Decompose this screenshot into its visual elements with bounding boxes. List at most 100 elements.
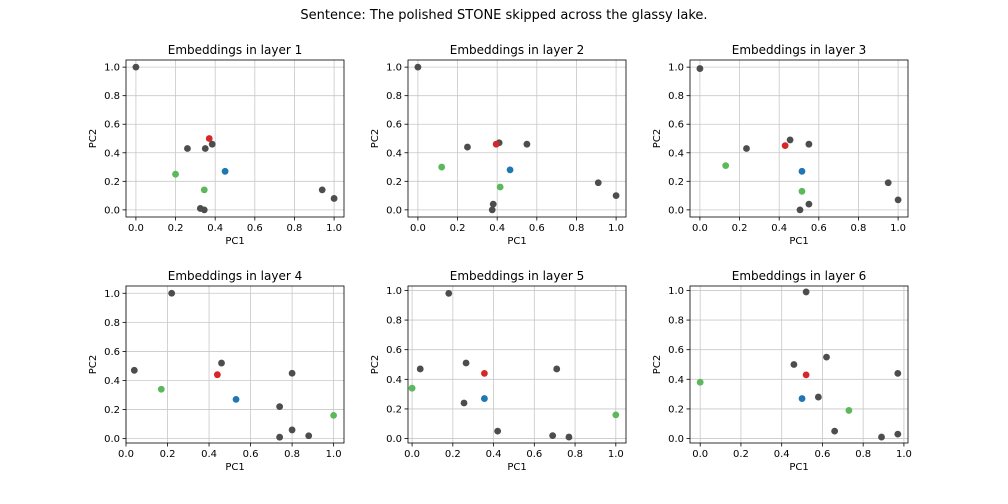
axes-frame bbox=[689, 59, 909, 218]
scatter-point-green bbox=[200, 186, 208, 194]
y-axis-label: PC2 bbox=[652, 129, 663, 148]
x-tick-label: 0.6 bbox=[811, 223, 827, 234]
scatter-point-other bbox=[553, 365, 561, 373]
y-axis-label: PC2 bbox=[370, 129, 381, 148]
y-tick-label: 0.2 bbox=[104, 405, 120, 416]
scatter-point-green bbox=[172, 170, 179, 178]
y-tick-label: 0.2 bbox=[386, 177, 402, 188]
y-tick-label: 0.8 bbox=[104, 318, 120, 329]
scatter-point-other bbox=[612, 192, 620, 199]
chart-layer-6: 0.0 0.2 0.4 0.6 0.8 1.0 0.0 0.2 0.4 0.6 0.8 1.0 Embe… bbox=[652, 269, 912, 473]
x-tick-label: 0.4 bbox=[774, 449, 790, 460]
x-tick-label: 1.0 bbox=[326, 449, 342, 460]
scatter-point-other bbox=[462, 359, 470, 367]
scatter-point-green bbox=[330, 411, 338, 419]
x-tick-label: 1.0 bbox=[896, 449, 912, 460]
x-tick-label: 0.4 bbox=[207, 223, 223, 234]
chart-title: Embeddings in layer 1 bbox=[168, 43, 302, 57]
x-tick-label: 0.4 bbox=[489, 223, 505, 234]
x-tick-label: 0.8 bbox=[569, 223, 585, 234]
y-tick-label: 1.0 bbox=[668, 286, 684, 297]
y-tick-label: 1.0 bbox=[104, 63, 120, 74]
scatter-point-other bbox=[276, 403, 284, 411]
scatter-point-other bbox=[288, 426, 296, 434]
scatter-point-other bbox=[130, 366, 138, 374]
x-tick-label: 0.4 bbox=[486, 449, 502, 460]
x-tick-label: 0.8 bbox=[851, 223, 867, 234]
chart-title: Embeddings in layer 2 bbox=[450, 43, 584, 57]
y-tick-label: 0.0 bbox=[386, 434, 402, 445]
x-tick-label: 0.6 bbox=[529, 223, 545, 234]
y-tick-label: 0.0 bbox=[668, 205, 684, 216]
x-tick-label: 0.8 bbox=[284, 449, 300, 460]
y-tick-label: 0.8 bbox=[386, 316, 402, 327]
chart-layer-1: 0.0 0.2 0.4 0.6 0.8 1.0 0.0 0.2 0.4 0.6 0.8 1.0 Embe… bbox=[88, 43, 345, 247]
scatter-point-other bbox=[565, 433, 573, 441]
x-tick-label: 1.0 bbox=[890, 223, 906, 234]
scatter-point-other bbox=[276, 433, 284, 441]
y-tick-label: 0.8 bbox=[386, 91, 402, 102]
y-tick-label: 0.0 bbox=[386, 205, 402, 216]
x-tick-label: 1.0 bbox=[608, 449, 624, 460]
scatter-point-other bbox=[445, 290, 453, 297]
scatter-point-green bbox=[696, 378, 704, 386]
axes-frame bbox=[407, 59, 627, 218]
y-axis-label: PC2 bbox=[88, 129, 99, 148]
grid bbox=[690, 60, 908, 217]
grid bbox=[125, 286, 344, 443]
grid bbox=[690, 286, 908, 443]
scatter-point-blue bbox=[798, 167, 806, 175]
scatter-point-other bbox=[696, 65, 704, 72]
chart-title: Embeddings in layer 4 bbox=[168, 269, 302, 283]
chart-layer-5: 0.0 0.2 0.4 0.6 0.8 1.0 0.0 0.2 0.4 0.6 0.8 1.0 Embe… bbox=[370, 269, 627, 473]
chart-title: Embeddings in layer 5 bbox=[450, 269, 584, 283]
grid bbox=[408, 60, 626, 217]
x-tick-label: 0.2 bbox=[733, 449, 749, 460]
y-tick-label: 0.4 bbox=[104, 376, 120, 387]
scatter-point-red bbox=[802, 371, 810, 379]
scatter-point-other bbox=[549, 432, 557, 439]
x-tick-label: 0.8 bbox=[855, 449, 871, 460]
x-tick-label: 0.0 bbox=[128, 223, 144, 234]
scatter-point-other bbox=[132, 63, 140, 71]
y-tick-label: 0.0 bbox=[104, 434, 120, 445]
y-tick-label: 0.4 bbox=[668, 375, 684, 386]
scatter-point-blue bbox=[221, 167, 229, 175]
y-tick-label: 0.0 bbox=[668, 434, 684, 445]
x-tick-label: 0.8 bbox=[287, 223, 303, 234]
scatter-point-green bbox=[722, 162, 730, 170]
scatter-point-other bbox=[805, 140, 813, 148]
scatter-point-other bbox=[790, 361, 798, 368]
scatter-point-other bbox=[318, 186, 326, 194]
x-tick-label: 0.2 bbox=[732, 223, 748, 234]
scatter-point-other bbox=[201, 145, 209, 152]
y-tick-label: 0.6 bbox=[668, 120, 684, 131]
y-tick-label: 0.4 bbox=[386, 375, 402, 386]
scatter-point-other bbox=[330, 195, 338, 202]
y-tick-label: 0.6 bbox=[668, 345, 684, 356]
y-tick-label: 0.0 bbox=[104, 205, 120, 216]
scatter-point-green bbox=[157, 385, 165, 393]
scatter-point-other bbox=[414, 63, 422, 71]
scatter-point-other bbox=[894, 369, 902, 377]
scatter-point-other bbox=[884, 179, 892, 187]
scatter-point-other bbox=[288, 369, 296, 377]
y-axis-label: PC2 bbox=[652, 355, 663, 374]
scatter-point-other bbox=[200, 206, 208, 214]
y-tick-label: 0.6 bbox=[386, 120, 402, 131]
scatter-point-other bbox=[894, 430, 902, 438]
scatter-point-other bbox=[878, 433, 885, 441]
x-tick-label: 0.6 bbox=[814, 449, 830, 460]
chart-title: Embeddings in layer 6 bbox=[732, 269, 866, 283]
scatter-point-other bbox=[802, 288, 810, 296]
axes-frame bbox=[125, 285, 345, 444]
y-tick-label: 0.2 bbox=[668, 404, 684, 415]
x-tick-label: 0.0 bbox=[692, 223, 708, 234]
scatter-point-other bbox=[208, 140, 216, 148]
scatter-point-green bbox=[612, 411, 620, 419]
y-tick-label: 0.6 bbox=[104, 347, 120, 358]
x-tick-label: 0.2 bbox=[160, 449, 176, 460]
scatter-point-red bbox=[481, 369, 488, 377]
y-tick-label: 0.2 bbox=[104, 177, 120, 188]
scatter-point-other bbox=[464, 143, 471, 151]
